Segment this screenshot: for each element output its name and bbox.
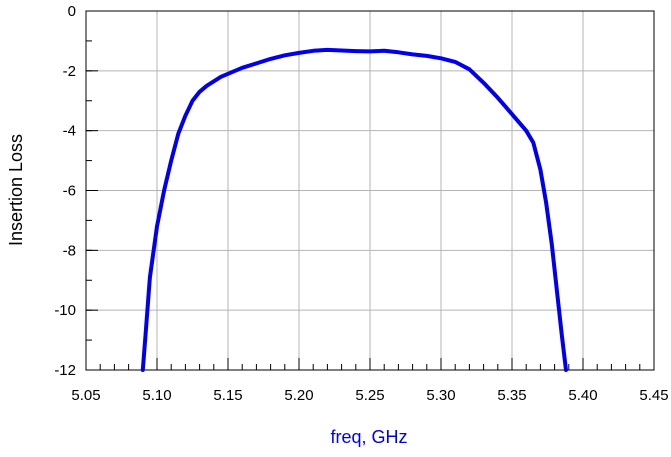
x-tick-label: 5.15 [213, 387, 242, 404]
y-tick-label: -6 [63, 183, 76, 200]
x-tick-label: 5.35 [497, 387, 526, 404]
x-tick-label: 5.20 [284, 387, 313, 404]
y-tick-label: -2 [63, 63, 76, 80]
grid-layer [86, 11, 654, 370]
x-tick-label: 5.05 [71, 387, 100, 404]
x-tick-label: 5.30 [426, 387, 455, 404]
x-tick-label: 5.10 [142, 387, 171, 404]
x-axis-label: freq, GHz [330, 427, 407, 447]
x-tick-label: 5.45 [639, 387, 668, 404]
y-tick-label: -12 [54, 362, 76, 379]
y-tick-label: 0 [68, 3, 76, 20]
y-tick-label: -4 [63, 123, 76, 140]
x-tick-label: 5.40 [568, 387, 597, 404]
x-tick-label: 5.25 [355, 387, 384, 404]
y-tick-label: -10 [54, 302, 76, 319]
plot-frame [85, 10, 655, 371]
y-axis-label: Insertion Loss [6, 134, 26, 246]
y-tick-label: -8 [63, 242, 76, 259]
series-layer [140, 47, 568, 372]
series-line-insertion-loss [140, 47, 568, 372]
tick-labels: 5.05 5.10 5.15 5.20 5.25 5.30 5.35 5.40 5.45 0 -2 -… [54, 3, 668, 404]
